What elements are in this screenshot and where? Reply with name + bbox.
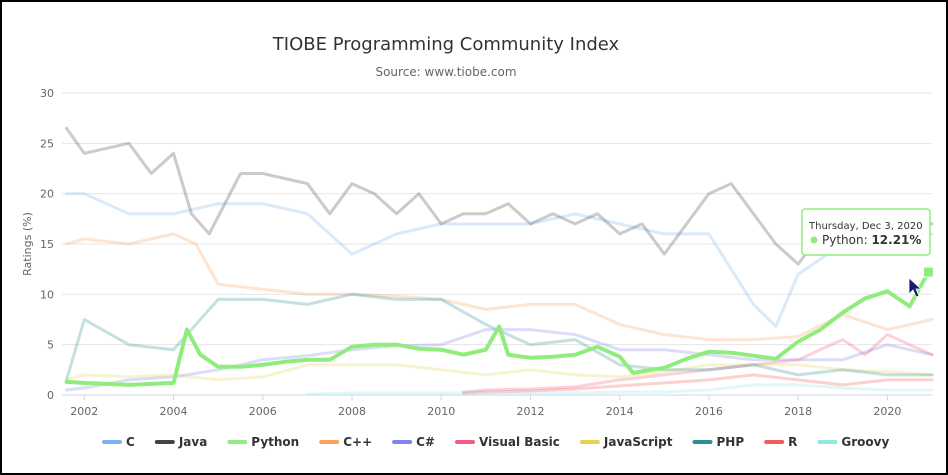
x-tick-label: 2012 (516, 405, 544, 418)
legend-label: Python (251, 435, 299, 449)
legend-label: JavaScript (603, 435, 673, 449)
tooltip-box (801, 208, 931, 256)
x-tick-label: 2006 (249, 405, 277, 418)
y-axis-ticks: 0 5 10 15 20 25 30 (40, 87, 54, 402)
tooltip: Thursday, Dec 3, 2020 Python: 12.21% (801, 208, 931, 256)
series-line-r[interactable] (462, 373, 934, 395)
tooltip-series-label: Python: (822, 233, 871, 247)
y-tick-label: 10 (40, 288, 54, 301)
x-tick-label: 2016 (695, 405, 723, 418)
y-tick-label: 0 (47, 389, 54, 402)
series-line-groovy[interactable] (305, 383, 934, 396)
legend-label: C# (416, 435, 435, 449)
legend-item-r[interactable]: R (764, 435, 797, 449)
tooltip-series-marker (810, 236, 818, 244)
legend-item-groovy[interactable]: Groovy (817, 435, 889, 449)
legend-item-php[interactable]: PHP (692, 435, 745, 449)
legend-item-c-[interactable]: C# (392, 435, 435, 449)
x-tick-label: 2014 (606, 405, 634, 418)
x-axis-ticks: 2002 2004 2006 2008 2010 2012 2014 2016 2018 2020 (70, 395, 901, 418)
tooltip-value-line: Python: 12.21% (822, 233, 921, 247)
legend-label: Groovy (841, 435, 889, 449)
y-tick-label: 25 (40, 137, 54, 150)
series-line-java[interactable] (65, 126, 934, 266)
y-tick-label: 30 (40, 87, 54, 100)
y-tick-label: 20 (40, 188, 54, 201)
legend-item-visual-basic[interactable]: Visual Basic (455, 435, 560, 449)
legend-label: R (788, 435, 797, 449)
legend-label: C (126, 435, 135, 449)
legend-label: PHP (717, 435, 745, 449)
x-tick-label: 2020 (873, 405, 901, 418)
x-tick-label: 2008 (338, 405, 366, 418)
y-tick-label: 15 (40, 238, 54, 251)
series-line-visual-basic[interactable] (462, 333, 934, 394)
series-line-javascript[interactable] (65, 363, 934, 382)
legend-item-python[interactable]: Python (227, 435, 299, 449)
gridlines (62, 92, 932, 396)
series-line-c[interactable] (65, 192, 934, 328)
hover-point-marker[interactable] (922, 266, 934, 278)
x-tick-label: 2004 (160, 405, 188, 418)
x-tick-label: 2002 (70, 405, 98, 418)
legend-label: Visual Basic (479, 435, 560, 449)
legend-item-javascript[interactable]: JavaScript (579, 435, 673, 449)
tooltip-date: Thursday, Dec 3, 2020 (808, 221, 923, 232)
chart-title: TIOBE Programming Community Index (272, 34, 620, 55)
x-tick-label: 2010 (427, 405, 455, 418)
mouse-cursor-icon (908, 277, 923, 298)
legend-item-java[interactable]: Java (154, 435, 207, 449)
legend: C Java Python C++ C# Visual Basic JavaScript PH… (102, 435, 889, 449)
legend-label: Java (178, 435, 207, 449)
series-line-c-[interactable] (65, 232, 934, 342)
x-tick-label: 2018 (784, 405, 812, 418)
hover-point[interactable] (922, 266, 934, 278)
chart-subtitle: Source: www.tiobe.com (375, 65, 516, 79)
plot-series (64, 126, 934, 396)
legend-item-c[interactable]: C (102, 435, 135, 449)
tooltip-value: 12.21% (871, 233, 921, 247)
y-tick-label: 5 (47, 339, 54, 352)
series-line-c-[interactable] (65, 328, 934, 392)
y-axis-title: Ratings (%) (21, 212, 34, 276)
series-line-python[interactable] (64, 270, 931, 387)
legend-label: C++ (343, 435, 372, 449)
legend-item-c-[interactable]: C++ (319, 435, 372, 449)
